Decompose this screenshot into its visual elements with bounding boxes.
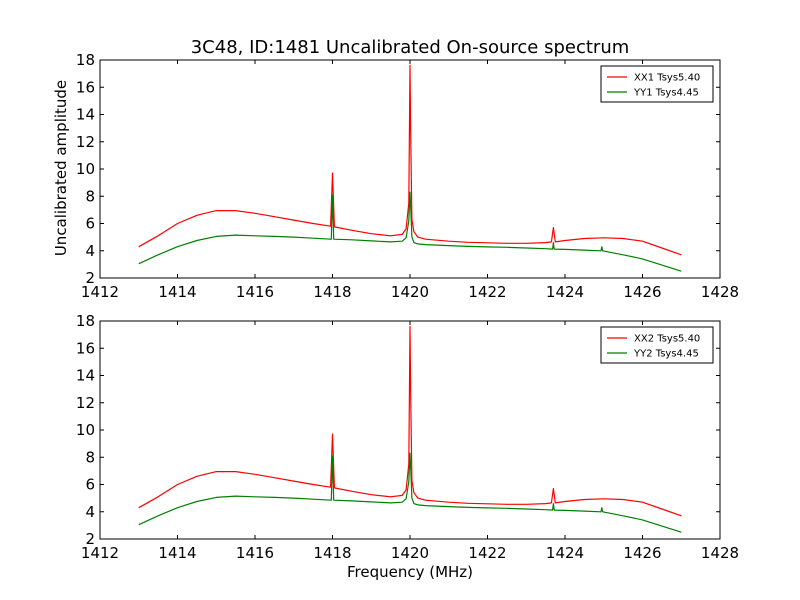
x-tick-label: 1416: [236, 544, 274, 562]
y-tick-label: 2: [85, 269, 95, 287]
y-tick-label: 8: [85, 448, 95, 466]
x-tick-label: 1424: [546, 544, 584, 562]
x-tick-label: 1422: [468, 544, 506, 562]
x-tick-label: 1420: [391, 544, 429, 562]
x-tick-label: 1420: [391, 283, 429, 301]
y-tick-label: 18: [76, 312, 95, 330]
x-tick-label: 1418: [313, 283, 351, 301]
x-tick-label: 1414: [158, 544, 196, 562]
legend: XX1 Tsys5.40 YY1 Tsys4.45: [600, 65, 714, 103]
y-tick-label: 12: [76, 394, 95, 412]
legend-box: [600, 326, 714, 364]
legend-label: XX2 Tsys5.40: [634, 334, 700, 345]
legend-box: [600, 65, 714, 103]
series-line-xx: [138, 64, 682, 256]
x-tick-label: 1412: [81, 283, 119, 301]
x-axis-label: Frequency (MHz): [347, 563, 473, 581]
top-panel: 1412 1414 1416 1418 1420 1422 1424 1426 14282468…: [76, 51, 739, 301]
y-tick-label: 12: [76, 133, 95, 151]
y-axis-label: Uncalibrated amplitude: [52, 80, 70, 256]
x-tick-label: 1412: [81, 544, 119, 562]
x-tick-label: 1424: [546, 283, 584, 301]
x-tick-label: 1426: [623, 544, 661, 562]
y-tick-label: 4: [85, 503, 95, 521]
x-tick-label: 1422: [468, 283, 506, 301]
legend-label: YY2 Tsys4.45: [633, 349, 699, 360]
y-tick-label: 18: [76, 51, 95, 69]
legend: XX2 Tsys5.40 YY2 Tsys4.45: [600, 326, 714, 364]
y-tick-label: 16: [76, 78, 95, 96]
y-tick-label: 6: [85, 476, 95, 494]
x-tick-label: 1418: [313, 544, 351, 562]
y-tick-label: 6: [85, 215, 95, 233]
bottom-panel: 1412 1414 1416 1418 1420 1422 1424 1426 14282468…: [76, 312, 739, 562]
legend-label: XX1 Tsys5.40: [634, 73, 700, 84]
y-tick-label: 4: [85, 242, 95, 260]
y-tick-label: 8: [85, 187, 95, 205]
series-line-yy: [138, 191, 682, 272]
x-tick-label: 1414: [158, 283, 196, 301]
y-tick-label: 14: [76, 367, 95, 385]
y-tick-label: 14: [76, 106, 95, 124]
legend-label: YY1 Tsys4.45: [633, 88, 699, 99]
y-tick-label: 16: [76, 339, 95, 357]
series-line-yy: [138, 452, 682, 533]
y-tick-label: 10: [76, 160, 95, 178]
series-line-xx: [138, 325, 682, 517]
x-tick-label: 1416: [236, 283, 274, 301]
y-tick-label: 2: [85, 530, 95, 548]
y-tick-label: 10: [76, 421, 95, 439]
x-tick-label: 1428: [701, 283, 739, 301]
figure-title: 3C48, ID:1481 Uncalibrated On-source spe…: [191, 37, 630, 58]
x-tick-label: 1426: [623, 283, 661, 301]
x-tick-label: 1428: [701, 544, 739, 562]
